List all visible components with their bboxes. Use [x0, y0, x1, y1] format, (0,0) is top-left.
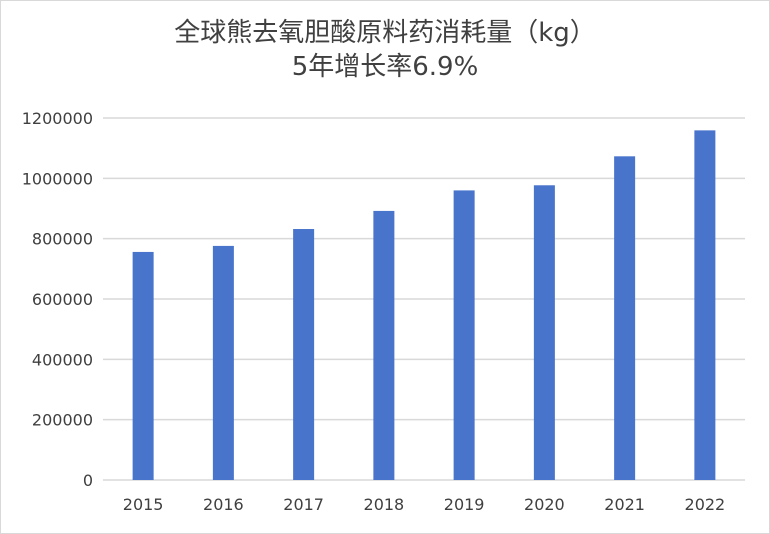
x-tick-label: 2020: [524, 495, 565, 514]
x-tick-label: 2021: [604, 495, 645, 514]
y-tick-label: 0: [83, 471, 93, 490]
chart-title-block: 全球熊去氧胆酸原料药消耗量（kg） 5年增长率6.9%: [0, 16, 770, 84]
y-tick-label: 600000: [32, 290, 93, 309]
bar-2018: [373, 210, 395, 480]
x-tick-label: 2019: [444, 495, 485, 514]
chart-title: 全球熊去氧胆酸原料药消耗量（kg）: [174, 18, 596, 48]
bar-2015: [132, 251, 154, 480]
bar-2016: [212, 245, 234, 480]
y-tick-label: 1000000: [22, 169, 93, 188]
x-tick-label: 2016: [203, 495, 244, 514]
x-tick-label: 2018: [364, 495, 405, 514]
bar-2020: [533, 185, 555, 480]
y-tick-label: 800000: [32, 230, 93, 249]
bar-2017: [293, 229, 315, 480]
x-tick-label: 2022: [685, 495, 726, 514]
y-tick-label: 200000: [32, 411, 93, 430]
y-tick-label: 400000: [32, 350, 93, 369]
bar-2021: [614, 156, 636, 481]
bar-2022: [694, 130, 716, 480]
x-tick-label: 2015: [123, 495, 164, 514]
bar-2019: [453, 190, 475, 480]
x-tick-label: 2017: [283, 495, 324, 514]
chart-subtitle: 5年增长率6.9%: [291, 52, 479, 82]
y-tick-label: 1200000: [22, 109, 93, 128]
